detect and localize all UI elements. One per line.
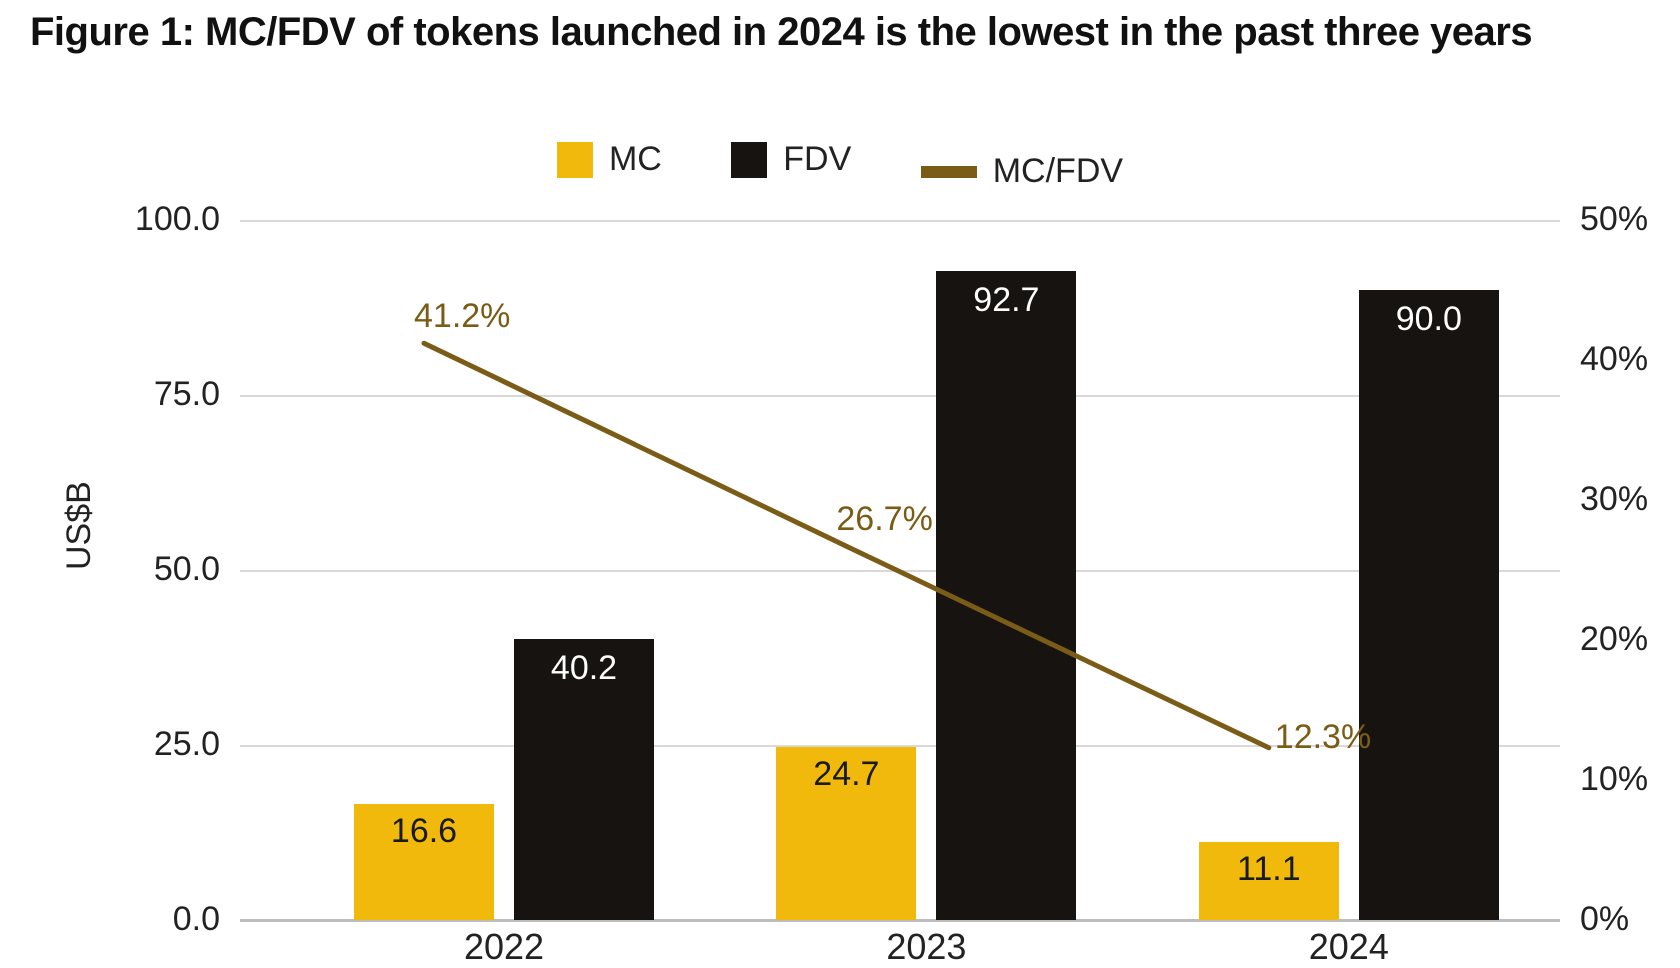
y-axis-left-label: US$B: [60, 481, 99, 570]
y-left-tick: 75.0: [100, 375, 220, 414]
y-left-tick: 100.0: [100, 200, 220, 239]
ratio-line-label: 12.3%: [1275, 718, 1371, 757]
legend-swatch-line: [921, 166, 977, 178]
ratio-line-label: 26.7%: [836, 500, 932, 539]
y-left-tick: 50.0: [100, 550, 220, 589]
y-right-tick: 20%: [1580, 620, 1648, 659]
y-right-tick: 50%: [1580, 200, 1648, 239]
y-right-tick: 30%: [1580, 480, 1648, 519]
y-right-tick: 10%: [1580, 760, 1648, 799]
x-category-label: 2023: [846, 926, 1006, 968]
x-category-label: 2024: [1269, 926, 1429, 968]
y-left-tick: 0.0: [100, 900, 220, 939]
y-right-tick: 0%: [1580, 900, 1629, 939]
legend-label-mc: MC: [609, 140, 662, 179]
legend: MC FDV MC/FDV: [0, 140, 1680, 191]
legend-item-mc: MC: [557, 140, 662, 179]
legend-label-fdv: FDV: [783, 140, 851, 179]
y-right-tick: 40%: [1580, 340, 1648, 379]
legend-swatch-mc: [557, 142, 593, 178]
plot-area: 0.025.050.075.0100.00%10%20%30%40%50%16.…: [240, 220, 1560, 920]
x-category-label: 2022: [424, 926, 584, 968]
y-left-tick: 25.0: [100, 725, 220, 764]
figure-title: Figure 1: MC/FDV of tokens launched in 2…: [30, 10, 1532, 55]
legend-swatch-fdv: [731, 142, 767, 178]
legend-label-line: MC/FDV: [993, 152, 1123, 191]
legend-item-line: MC/FDV: [921, 152, 1123, 191]
figure-root: Figure 1: MC/FDV of tokens launched in 2…: [0, 0, 1680, 944]
legend-item-fdv: FDV: [731, 140, 851, 179]
ratio-line-label: 41.2%: [414, 297, 510, 336]
